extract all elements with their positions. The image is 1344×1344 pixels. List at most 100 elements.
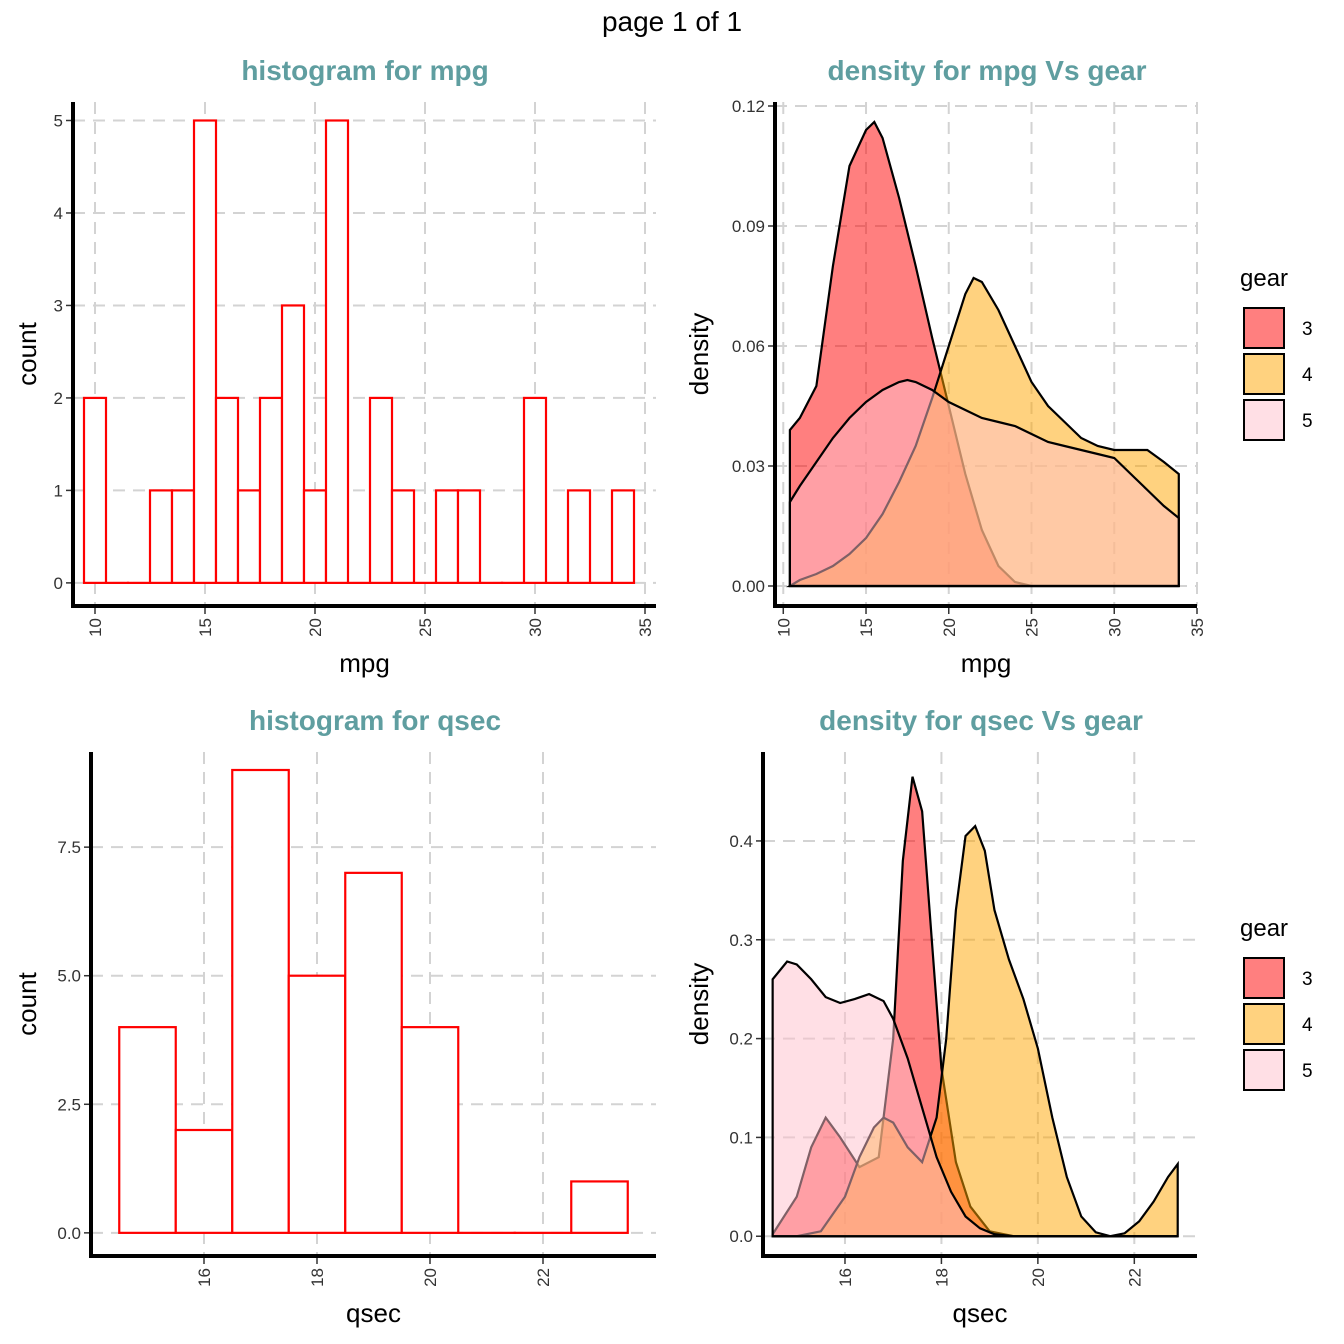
histogram-bar: [610, 489, 636, 584]
x-tick-label: 16: [836, 1268, 855, 1287]
histogram-bar: [258, 396, 284, 584]
y-tick-label: 0.3: [729, 931, 753, 950]
x-tick-label: 22: [1125, 1268, 1144, 1287]
x-tick-label: 15: [196, 618, 215, 637]
histogram-bar: [231, 768, 290, 1234]
chart-density-qsec: density for qsec Vs gear 0.0 0.1 0.2 0.3 0.4 1…: [684, 705, 1313, 1328]
legend-key-gear-3: [1243, 307, 1285, 349]
x-tick-label: 25: [416, 618, 435, 637]
x-tick-label: 10: [774, 618, 793, 637]
y-tick-label: 5.0: [57, 967, 81, 986]
x-tick-label: 10: [86, 618, 105, 637]
histogram-bar: [522, 396, 548, 584]
chart-density-mpg: density for mpg Vs gear 0.00 0.03 0.06 0.09 0…: [684, 55, 1313, 678]
y-axis-label: density: [684, 313, 714, 395]
histogram-bar: [456, 489, 482, 584]
histogram-bar: [148, 489, 174, 584]
y-axis-label: count: [12, 971, 42, 1035]
y-tick-label: 0.1: [729, 1128, 753, 1147]
y-tick-label: 0.12: [732, 97, 765, 116]
histogram-bar: [214, 396, 240, 584]
legend: gear 3 4 5: [1240, 265, 1313, 441]
y-tick-label: 0.06: [732, 337, 765, 356]
chart-histogram-qsec: histogram for qsec 0.0 2.5 5.0 7.5 16 18 20 22 qs…: [12, 705, 656, 1328]
y-axis-label: count: [12, 321, 42, 385]
x-tick-label: 18: [308, 1268, 327, 1287]
chart-histogram-mpg: histogram for mpg 0 1 2 3 4 5 10 15 20 25 30 35 mpg co…: [12, 55, 656, 678]
histogram-bar: [400, 1026, 460, 1234]
density-area-gear-5: [788, 378, 1180, 588]
y-tick-label: 0.00: [732, 577, 765, 596]
histogram-bar: [82, 396, 108, 584]
x-axis-label: mpg: [339, 648, 390, 678]
histogram-bar: [118, 1026, 177, 1234]
histogram-bar: [390, 489, 416, 584]
legend-title: gear: [1240, 915, 1288, 942]
histogram-bar: [434, 489, 460, 584]
y-tick-label: 0.2: [729, 1030, 753, 1049]
legend-label: 3: [1302, 319, 1313, 340]
x-tick-label: 30: [1105, 618, 1124, 637]
histogram-bar: [192, 119, 218, 584]
y-tick-label: 0.0: [57, 1224, 81, 1243]
legend-key-gear-5: [1243, 1049, 1285, 1091]
legend-label: 5: [1302, 411, 1313, 432]
legend: gear 3 4 5: [1240, 915, 1313, 1091]
histogram-bar: [236, 489, 262, 584]
x-tick-label: 35: [1188, 618, 1207, 637]
y-tick-label: 0.09: [732, 217, 765, 236]
legend-key-gear-4: [1243, 1003, 1285, 1045]
x-tick-label: 20: [1029, 1268, 1048, 1287]
histogram-bar: [324, 119, 350, 584]
histogram-bar: [302, 489, 328, 584]
x-tick-label: 20: [940, 618, 959, 637]
density-area-gear-5: [771, 960, 1178, 1238]
histogram-bar: [344, 871, 403, 1234]
legend-label: 5: [1302, 1061, 1313, 1082]
legend-title: gear: [1240, 265, 1288, 292]
y-tick-label: 1: [54, 481, 63, 500]
y-tick-label: 2.5: [57, 1095, 81, 1114]
x-axis-label: qsec: [953, 1298, 1008, 1328]
page-header: page 1 of 1: [601, 6, 743, 37]
x-tick-label: 30: [526, 618, 545, 637]
y-tick-label: 0: [54, 574, 63, 593]
y-tick-label: 5: [54, 111, 63, 130]
y-tick-label: 0.03: [732, 457, 765, 476]
y-tick-label: 7.5: [57, 838, 81, 857]
chart-title: density for qsec Vs gear: [819, 705, 1143, 736]
histogram-bar: [174, 1128, 234, 1234]
y-tick-label: 3: [54, 296, 63, 315]
x-tick-label: 16: [195, 1268, 214, 1287]
chart-title: density for mpg Vs gear: [828, 55, 1147, 86]
histogram-bar: [280, 304, 306, 584]
y-tick-label: 4: [54, 204, 63, 223]
legend-label: 3: [1302, 969, 1313, 990]
x-tick-label: 20: [306, 618, 325, 637]
x-tick-label: 15: [857, 618, 876, 637]
chart-title: histogram for mpg: [241, 55, 488, 86]
histogram-bar: [566, 489, 592, 584]
y-tick-label: 2: [54, 389, 63, 408]
y-tick-label: 0.4: [729, 832, 753, 851]
histogram-bar: [170, 489, 196, 584]
x-axis-label: qsec: [346, 1298, 401, 1328]
legend-key-gear-3: [1243, 957, 1285, 999]
histogram-bar: [570, 1180, 629, 1234]
x-tick-label: 35: [636, 618, 655, 637]
x-tick-label: 22: [534, 1268, 553, 1287]
x-tick-label: 25: [1023, 618, 1042, 637]
legend-key-gear-4: [1243, 353, 1285, 395]
legend-label: 4: [1302, 1015, 1313, 1036]
x-tick-label: 20: [421, 1268, 440, 1287]
histogram-bar: [368, 396, 394, 584]
y-axis-label: density: [684, 963, 714, 1045]
y-tick-label: 0.0: [729, 1227, 753, 1246]
legend-label: 4: [1302, 365, 1313, 386]
x-axis-label: mpg: [961, 648, 1012, 678]
histogram-bar: [287, 974, 347, 1234]
chart-title: histogram for qsec: [249, 705, 501, 736]
legend-key-gear-5: [1243, 399, 1285, 441]
x-tick-label: 18: [932, 1268, 951, 1287]
